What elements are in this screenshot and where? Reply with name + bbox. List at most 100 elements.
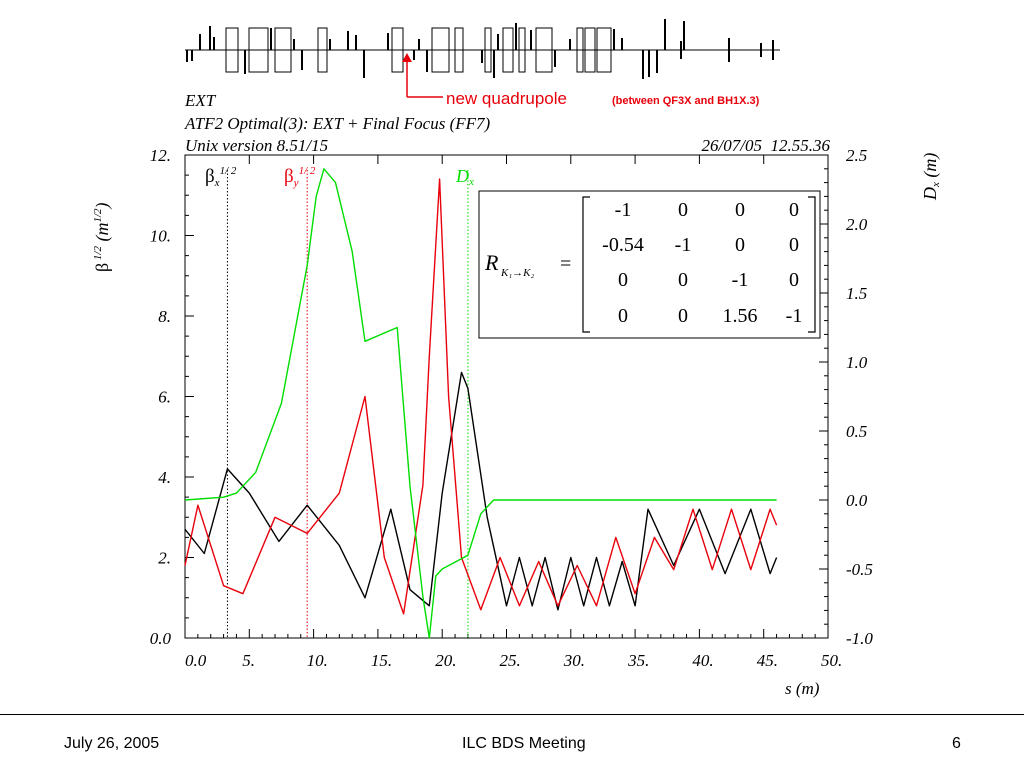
footer-date: July 26, 2005 — [64, 735, 160, 752]
lattice-quadrupole — [648, 50, 650, 77]
svg-text:βy1/ 2: βy1/ 2 — [284, 165, 316, 189]
x-tick-label: 25. — [500, 651, 521, 670]
x-tick-label: 50. — [821, 651, 842, 670]
optics-plot: 0.0 5. 10. 15. 20. 25. 30. 35. 40. 45. 50. 0.0 2. 4. 6… — [92, 146, 942, 698]
lattice-quadrupole — [497, 34, 499, 50]
lattice-quadrupole — [363, 50, 365, 78]
x-tick-label: 5. — [242, 651, 255, 670]
lattice-quadrupole — [191, 50, 193, 61]
lattice-quadrupole — [347, 31, 349, 50]
lattice-quadrupole — [613, 29, 615, 50]
annotation-arrow-head — [402, 53, 412, 62]
footer-page-number: 6 — [952, 735, 961, 752]
series-line — [184, 168, 777, 639]
x-axis-label: s (m) — [785, 679, 820, 698]
lattice-quadrupole — [186, 50, 188, 62]
lattice-quadrupole — [199, 34, 201, 50]
x-tick-label: 40. — [692, 651, 713, 670]
matrix-symbol: R — [484, 250, 499, 275]
matrix-cell: 0 — [789, 234, 799, 256]
matrix-equals: = — [560, 253, 571, 275]
y-right-tick-label: -1.0 — [846, 629, 873, 648]
x-tick-label: 0.0 — [185, 651, 207, 670]
matrix-cell: 0 — [678, 305, 688, 327]
matrix-cell: 0 — [618, 305, 628, 327]
y-left-tick-label: 0.0 — [150, 629, 172, 648]
svg-text:Dx: Dx — [455, 166, 474, 188]
y-axis-right-label: Dx (m) — [920, 153, 942, 201]
series-line — [184, 371, 778, 611]
y-right-tick-label: -0.5 — [846, 560, 873, 579]
legend-dx: Dx — [455, 166, 474, 188]
matrix-cell: -1 — [615, 199, 632, 221]
lattice-quadrupole — [418, 39, 420, 50]
lattice-quadrupole — [301, 50, 303, 70]
annotation-detail: (between QF3X and BH1X.3) — [612, 95, 760, 107]
lattice-quadrupole — [656, 50, 658, 73]
matrix-cell: 0 — [735, 199, 745, 221]
matrix-cell: 0 — [789, 199, 799, 221]
lattice-quadrupole — [683, 21, 685, 50]
y-right-tick-label: 0.5 — [846, 422, 867, 441]
header-line2: ATF2 Optimal(3): EXT + Final Focus (FF7) — [185, 114, 491, 133]
x-tick-label: 35. — [627, 651, 649, 670]
lattice-quadrupole — [515, 23, 517, 50]
x-tick-label: 45. — [757, 651, 778, 670]
matrix-bracket-right — [808, 196, 816, 333]
lattice-quadrupole — [244, 50, 246, 74]
legend-betay: βy1/ 2 — [284, 165, 316, 189]
matrix-cell: 0 — [735, 234, 745, 256]
x-tick-label: 10. — [307, 651, 328, 670]
header-line1: EXT — [185, 91, 216, 110]
beamline-lattice-diagram: new quadrupole (between QF3X and BH1X.3) — [185, 19, 780, 108]
y-left-tick-label: 8. — [158, 307, 171, 326]
matrix-subscript: K₁→K₂ — [500, 267, 534, 279]
header-line3: Unix version 8.51/15 — [185, 136, 329, 155]
matrix-cell: -0.54 — [602, 234, 644, 256]
y-right-tick-label: 2.5 — [846, 146, 867, 165]
footer-title: ILC BDS Meeting — [462, 735, 586, 752]
series-line — [184, 178, 778, 615]
y-left-tick-label: 12. — [150, 146, 171, 165]
legend-betax: βx1/ 2 — [205, 165, 237, 189]
y-right-tick-label: 1.5 — [846, 284, 867, 303]
matrix-cell: -1 — [675, 234, 692, 256]
matrix-cell: 0 — [789, 269, 799, 291]
lattice-quadrupole — [329, 39, 331, 50]
svg-text:βx1/ 2: βx1/ 2 — [205, 165, 237, 189]
lattice-quadrupole — [355, 35, 357, 50]
x-tick-label: 20. — [435, 651, 456, 670]
lattice-quadrupole — [426, 50, 428, 72]
transfer-matrix-box: R K₁→K₂ = -1 0 0 0 -0.54 -1 0 0 0 0 -1 0 0 0 1.56 -1 — [478, 190, 821, 339]
matrix-cell: 0 — [678, 199, 688, 221]
lattice-quadrupole — [642, 50, 644, 79]
y-axis-left-label: β 1/2 (m1/2) — [92, 202, 113, 272]
x-tick-label: 30. — [563, 651, 585, 670]
annotation-main: new quadrupole — [446, 89, 567, 108]
y-left-tick-label: 4. — [158, 468, 171, 487]
matrix-bracket-left — [582, 196, 590, 333]
lattice-quadrupole — [569, 39, 571, 50]
lattice-quadrupole — [493, 50, 495, 78]
lattice-quadrupole — [270, 28, 272, 50]
lattice-quadrupole — [530, 30, 532, 50]
lattice-quadrupole — [387, 33, 389, 50]
y-left-tick-label: 6. — [158, 388, 171, 407]
lattice-quadrupole — [209, 26, 211, 50]
matrix-cell: -1 — [786, 305, 803, 327]
y-right-tick-label: 0.0 — [846, 491, 868, 510]
lattice-quadrupole — [554, 50, 556, 67]
matrix-cell: 0 — [678, 269, 688, 291]
lattice-quadrupole — [213, 37, 215, 50]
matrix-cell: -1 — [732, 269, 749, 291]
lattice-quadrupole — [621, 38, 623, 50]
lattice-quadrupole — [413, 50, 415, 60]
y-left-tick-label: 2. — [158, 549, 171, 568]
matrix-cell: 0 — [618, 269, 628, 291]
matrix-cell: 1.56 — [723, 305, 758, 327]
lattice-quadrupole — [293, 39, 295, 50]
x-tick-label: 15. — [371, 651, 392, 670]
lattice-quadrupole — [481, 50, 483, 63]
lattice-quadrupole — [664, 19, 666, 50]
